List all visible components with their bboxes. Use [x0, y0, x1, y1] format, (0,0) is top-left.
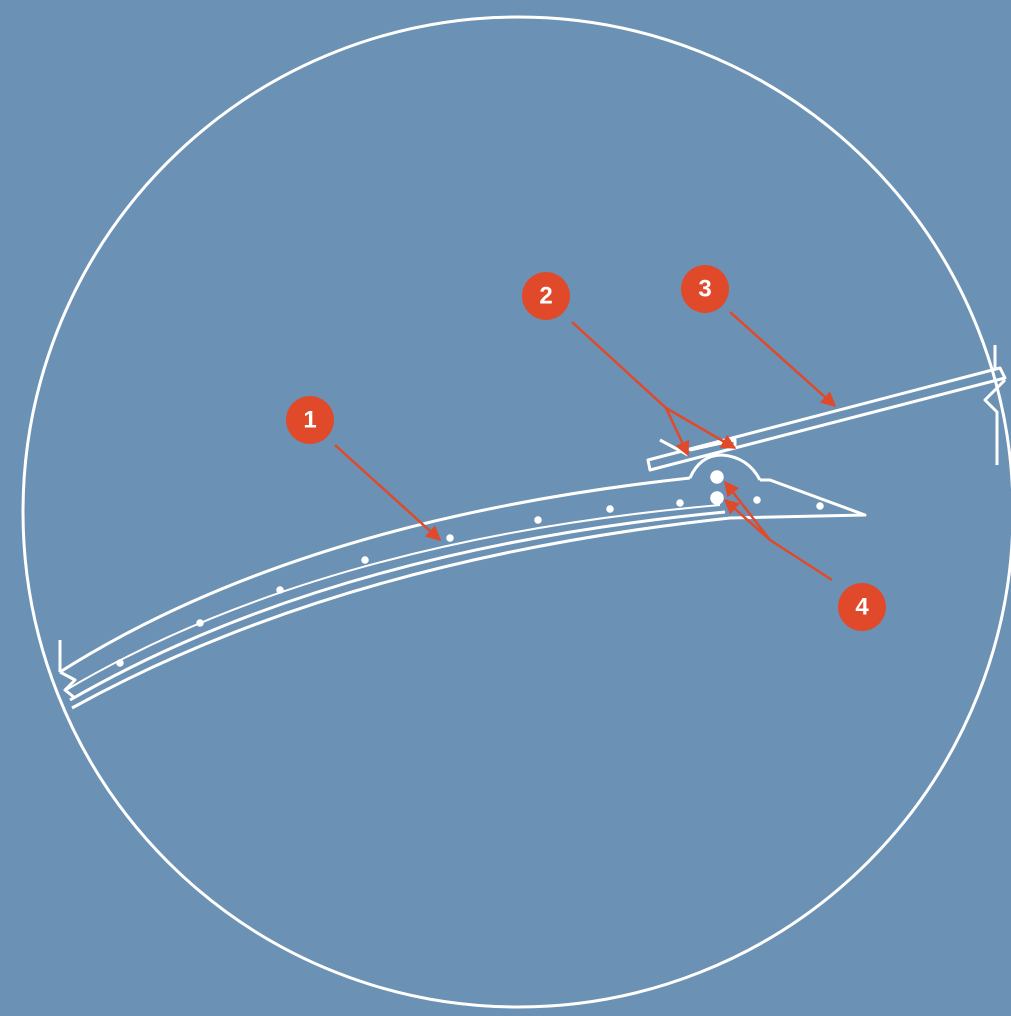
callout-label: 1	[303, 407, 316, 434]
callout: 3	[681, 265, 729, 313]
callout-label: 4	[855, 594, 869, 621]
shell-section	[58, 453, 867, 710]
callout: 4	[838, 583, 886, 631]
callout-label: 2	[539, 283, 552, 310]
callout-label: 3	[698, 276, 711, 303]
leader-lines	[334, 311, 837, 582]
callout: 1	[286, 396, 334, 444]
callout: 2	[522, 272, 570, 320]
detail-circle	[21, 15, 1011, 1009]
